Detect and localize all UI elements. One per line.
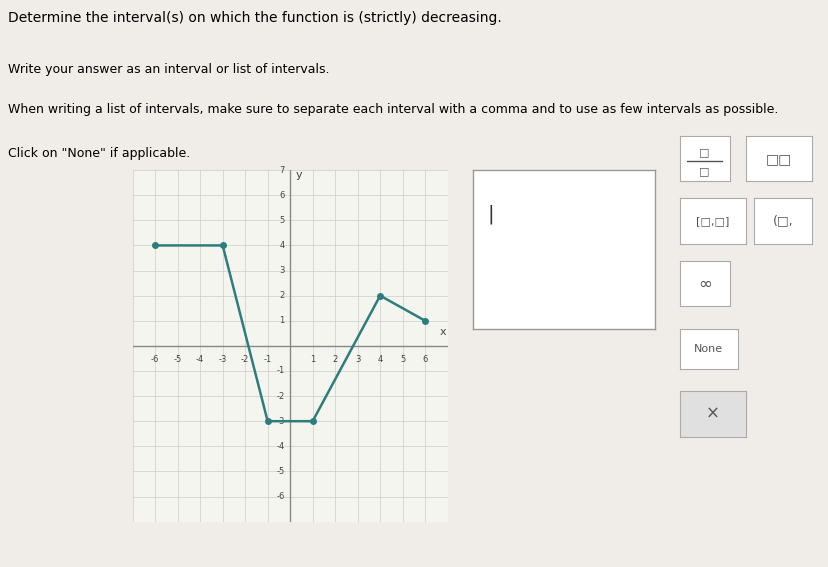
Text: -5: -5 — [276, 467, 284, 476]
Text: 6: 6 — [279, 191, 284, 200]
Text: ∞: ∞ — [697, 274, 710, 293]
Text: 2: 2 — [279, 291, 284, 300]
Text: 5: 5 — [279, 216, 284, 225]
Text: 2: 2 — [332, 355, 337, 363]
Text: 5: 5 — [400, 355, 405, 363]
Text: 7: 7 — [279, 166, 284, 175]
Text: 4: 4 — [377, 355, 383, 363]
Text: 1: 1 — [310, 355, 315, 363]
Text: ×: × — [705, 405, 719, 423]
Text: -4: -4 — [195, 355, 204, 363]
Text: □□: □□ — [765, 152, 792, 166]
Text: When writing a list of intervals, make sure to separate each interval with a com: When writing a list of intervals, make s… — [8, 103, 777, 116]
Text: -3: -3 — [219, 355, 227, 363]
Text: -6: -6 — [151, 355, 159, 363]
Text: -1: -1 — [276, 366, 284, 375]
Text: -3: -3 — [276, 417, 284, 426]
Text: -1: -1 — [263, 355, 272, 363]
Text: |: | — [487, 205, 493, 225]
Text: -5: -5 — [173, 355, 181, 363]
Text: 1: 1 — [279, 316, 284, 325]
Text: -6: -6 — [276, 492, 284, 501]
Text: [□,□]: [□,□] — [696, 216, 729, 226]
Text: None: None — [693, 344, 723, 354]
Text: 6: 6 — [422, 355, 427, 363]
Text: 4: 4 — [279, 241, 284, 250]
Text: Determine the interval(s) on which the function is (strictly) decreasing.: Determine the interval(s) on which the f… — [8, 11, 502, 26]
Text: □: □ — [699, 167, 709, 176]
Text: y: y — [296, 170, 302, 180]
Text: 3: 3 — [354, 355, 360, 363]
Text: Write your answer as an interval or list of intervals.: Write your answer as an interval or list… — [8, 63, 330, 76]
Text: Click on "None" if applicable.: Click on "None" if applicable. — [8, 147, 190, 160]
Text: -2: -2 — [276, 392, 284, 401]
Text: x: x — [440, 327, 446, 337]
Text: 3: 3 — [279, 266, 284, 275]
Text: -4: -4 — [276, 442, 284, 451]
Text: □: □ — [699, 147, 709, 157]
Text: (□,: (□, — [773, 215, 792, 227]
Text: -2: -2 — [241, 355, 249, 363]
